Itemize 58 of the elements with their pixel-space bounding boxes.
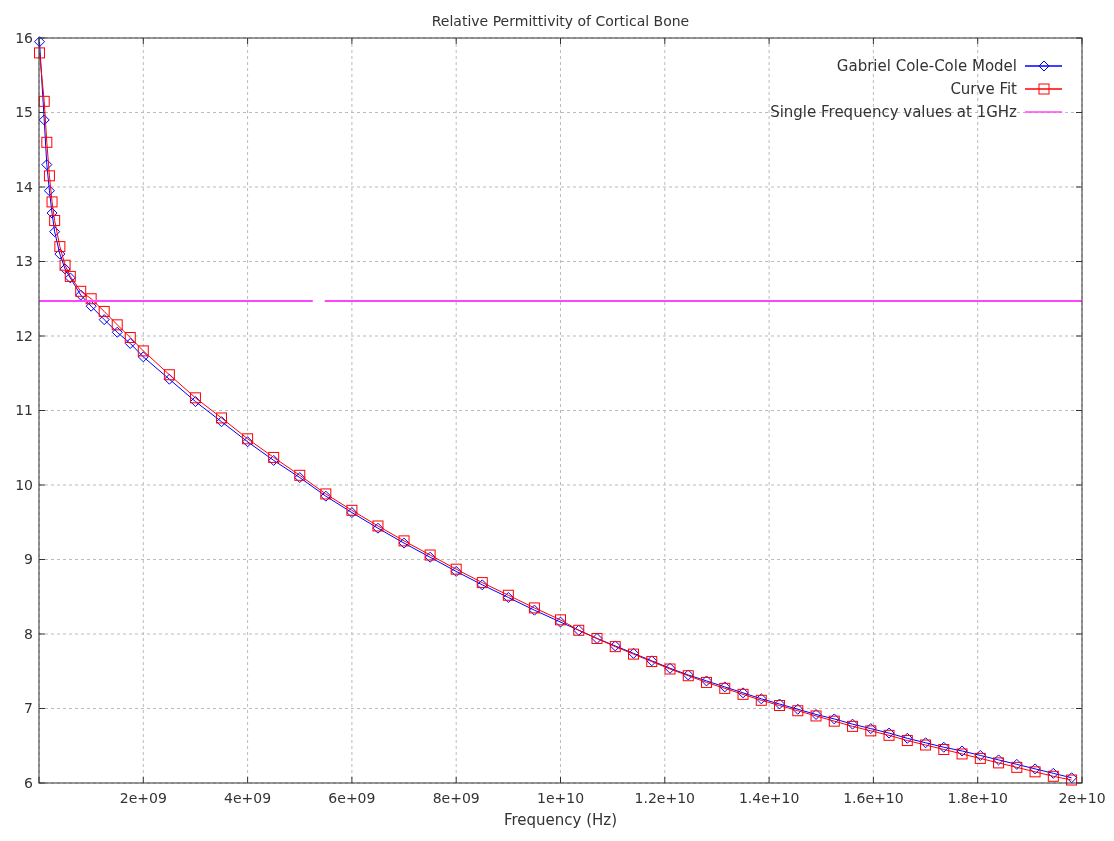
point bbox=[189, 396, 201, 408]
point bbox=[216, 412, 228, 424]
point bbox=[124, 331, 136, 343]
point bbox=[46, 207, 58, 219]
point bbox=[59, 263, 71, 275]
chart-title: Relative Permittivity of Cortical Bone bbox=[431, 13, 690, 29]
y-tick-label: 6 bbox=[24, 774, 34, 791]
x-tick-label: 8e+09 bbox=[432, 790, 480, 806]
y-tick-label: 11 bbox=[15, 402, 33, 419]
point bbox=[43, 170, 55, 182]
point bbox=[98, 305, 110, 317]
y-tick-label: 10 bbox=[15, 476, 33, 493]
point bbox=[124, 337, 136, 349]
point bbox=[111, 319, 123, 331]
point bbox=[163, 373, 175, 385]
point bbox=[54, 241, 66, 253]
y-tick-label: 16 bbox=[15, 29, 34, 46]
point bbox=[163, 369, 175, 381]
point bbox=[111, 326, 123, 338]
y-tick-label: 7 bbox=[24, 700, 33, 717]
y-tick-label: 8 bbox=[24, 625, 33, 642]
x-tick-label: 2e+09 bbox=[119, 790, 167, 806]
x-tick-label: 1.4e+10 bbox=[738, 790, 800, 806]
legend-label: Curve Fit bbox=[950, 80, 1018, 99]
y-tick-label: 12 bbox=[15, 327, 33, 344]
point bbox=[59, 259, 71, 271]
x-tick-label: 1.2e+10 bbox=[634, 790, 696, 806]
x-tick-label: 2e+10 bbox=[1058, 790, 1106, 806]
legend-label: Single Frequency values at 1GHz bbox=[770, 103, 1018, 122]
point bbox=[41, 159, 53, 171]
point bbox=[34, 36, 46, 48]
y-tick-label: 14 bbox=[15, 178, 34, 195]
point bbox=[75, 289, 87, 301]
point bbox=[216, 416, 228, 428]
x-axis-title: Frequency (Hz) bbox=[503, 811, 618, 829]
point bbox=[189, 392, 201, 404]
point bbox=[46, 196, 58, 208]
point bbox=[41, 136, 53, 148]
x-tick-label: 6e+09 bbox=[328, 790, 376, 806]
point bbox=[54, 248, 66, 260]
legend-label: Gabriel Cole-Cole Model bbox=[836, 57, 1017, 76]
point bbox=[49, 215, 61, 227]
x-tick-label: 1.8e+10 bbox=[947, 790, 1008, 806]
point bbox=[34, 47, 46, 59]
point bbox=[38, 114, 50, 126]
x-tick-label: 1.6e+10 bbox=[843, 790, 904, 806]
y-tick-label: 15 bbox=[15, 104, 33, 121]
y-tick-label: 9 bbox=[24, 551, 33, 568]
point bbox=[137, 345, 149, 357]
point bbox=[85, 293, 97, 305]
point bbox=[137, 351, 149, 363]
point bbox=[75, 285, 87, 297]
point bbox=[49, 226, 61, 238]
y-tick-label: 13 bbox=[15, 253, 33, 270]
x-tick-label: 4e+09 bbox=[224, 790, 272, 806]
point bbox=[43, 185, 55, 197]
point bbox=[98, 314, 110, 326]
x-tick-label: 1e+10 bbox=[536, 790, 585, 806]
